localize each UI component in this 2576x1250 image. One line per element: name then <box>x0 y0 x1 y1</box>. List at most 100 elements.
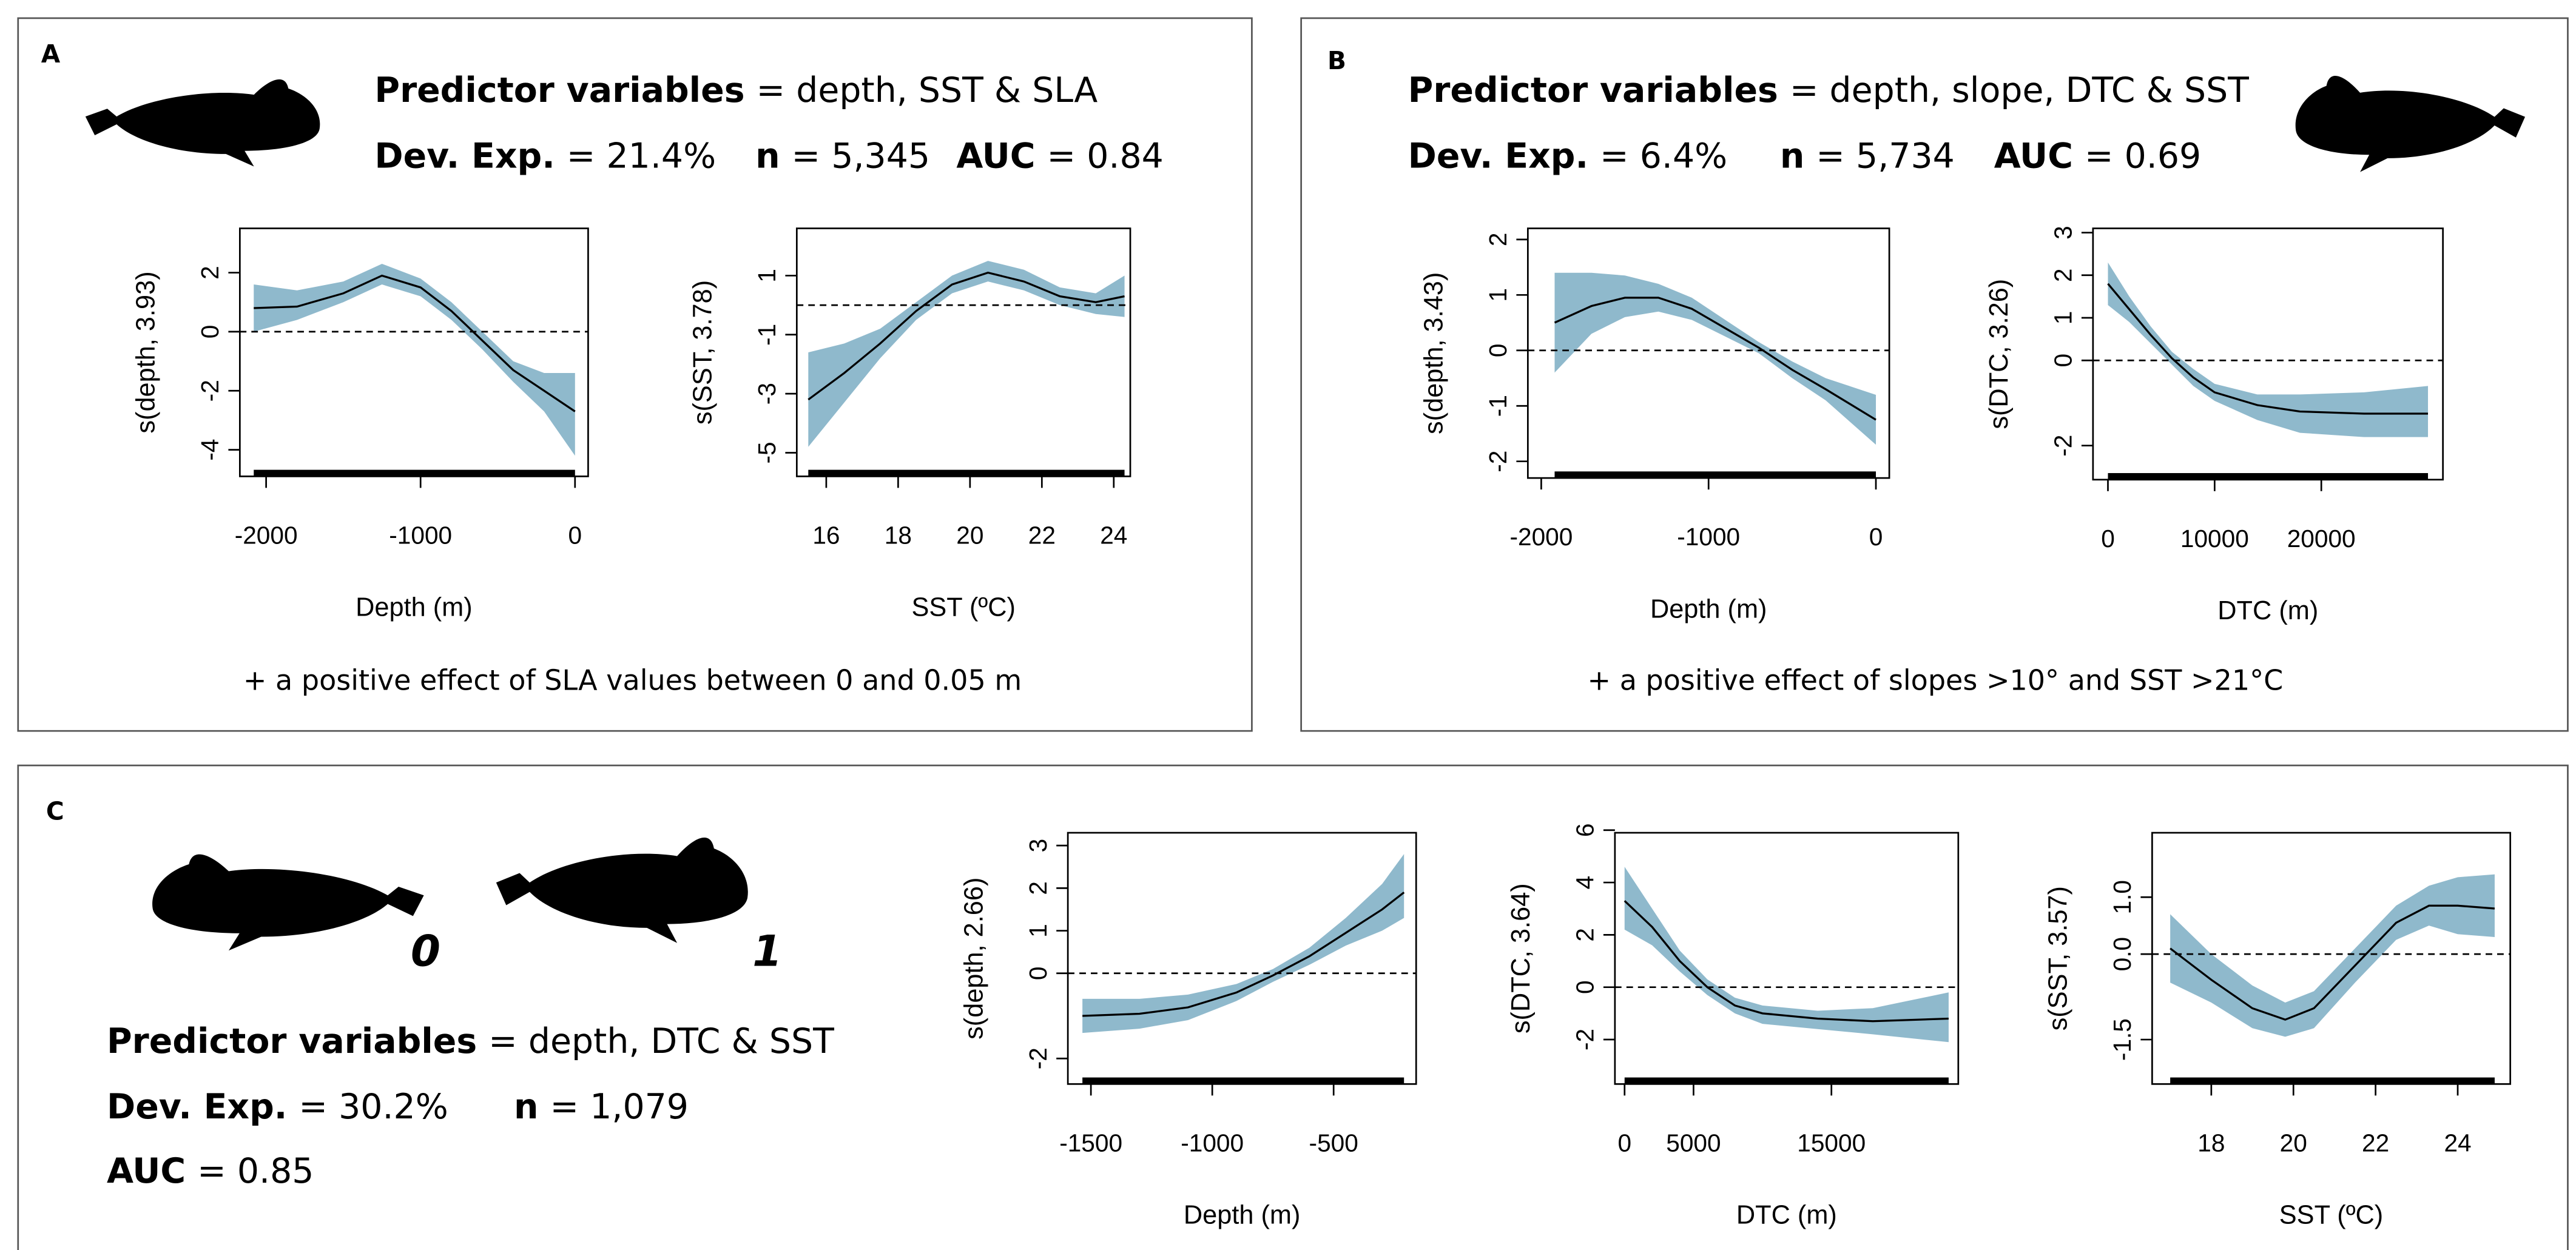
stats: Dev. Exp. = 6.4% n = 5,734 AUC = 0.69 <box>1408 136 2202 176</box>
y-axis-label: s(SST, 3.57) <box>2044 886 2073 1030</box>
confidence-band <box>2108 262 2429 437</box>
stats: Dev. Exp. = 21.4% n = 5,345 AUC = 0.84 <box>374 136 1163 176</box>
x-tick-label: 10000 <box>2180 525 2249 553</box>
n-value: = 5,345 <box>792 136 930 176</box>
auc-label: AUC <box>956 136 1035 176</box>
x-axis-label: Depth (m) <box>1184 1201 1301 1230</box>
auc-value: = 0.84 <box>1047 136 1163 176</box>
confidence-band <box>2170 874 2495 1037</box>
plot-frame <box>795 227 1131 477</box>
y-tick-label: 3 <box>2049 226 2077 240</box>
x-tick-label: -2000 <box>1509 523 1573 551</box>
fit-line <box>808 271 1125 401</box>
dev-value: = 6.4% <box>1600 136 1727 176</box>
y-tick-label: 2 <box>2049 268 2077 282</box>
fit-line <box>2107 283 2429 415</box>
fit-line <box>1082 892 1405 1017</box>
stats: Dev. Exp. = 30.2% n = 1,079 <box>107 1087 689 1127</box>
y-tick-label: 0.0 <box>2108 937 2136 971</box>
y-tick-label: 6 <box>1571 823 1599 837</box>
stats: AUC = 0.85 <box>107 1151 314 1191</box>
y-axis-label: s(DTC, 3.64) <box>1506 883 1536 1033</box>
x-axis-label: Depth (m) <box>1650 594 1767 623</box>
y-axis-label: s(depth, 3.93) <box>132 271 161 433</box>
x-axis-label: Depth (m) <box>356 593 473 622</box>
plot-frame <box>2092 227 2444 481</box>
y-tick-label: 1 <box>1024 924 1052 938</box>
plot-frame <box>1067 832 1417 1085</box>
confidence-band <box>254 263 575 456</box>
rug <box>1554 471 1876 479</box>
plot-frame <box>239 227 589 477</box>
plot-frame <box>1614 832 1960 1085</box>
dev-value: = 21.4% <box>567 136 716 176</box>
panel-border <box>17 17 1253 732</box>
n-label: n <box>755 136 780 176</box>
n-label: n <box>1780 136 1804 176</box>
y-axis-label: s(DTC, 3.26) <box>1984 279 2014 429</box>
y-tick-label: -3 <box>753 383 781 405</box>
x-tick-label: 16 <box>812 521 840 549</box>
predictors-label: Predictor variables <box>107 1021 477 1061</box>
y-tick-label: -2 <box>2049 435 2077 457</box>
panel-border <box>17 764 2569 1250</box>
auc-label: AUC <box>107 1151 186 1191</box>
predictors-value: = depth, slope, DTC & SST <box>1790 70 2249 110</box>
rug <box>2170 1077 2495 1084</box>
confidence-band <box>808 261 1125 447</box>
x-axis-label: SST (ºC) <box>911 593 1015 622</box>
predictors-label: Predictor variables <box>1408 70 1778 110</box>
x-tick-label: 0 <box>1617 1129 1631 1157</box>
y-tick-label: -1.5 <box>2108 1018 2136 1061</box>
y-tick-label: -2 <box>1024 1047 1052 1069</box>
y-tick-label: 0 <box>1024 966 1052 980</box>
n-label: n <box>514 1087 538 1127</box>
dev-label: Dev. Exp. <box>374 136 555 176</box>
y-tick-label: -2 <box>196 380 224 402</box>
panel-note: + a positive effect of SLA values betwee… <box>243 664 1022 696</box>
rug <box>1624 1077 1949 1084</box>
dev-label: Dev. Exp. <box>1408 136 1588 176</box>
y-tick-label: 0 <box>1571 980 1599 994</box>
panel-label: C <box>46 796 64 825</box>
y-tick-label: 2 <box>1024 881 1052 895</box>
x-axis-label: DTC (m) <box>2217 596 2318 625</box>
x-tick-label: -2000 <box>235 521 298 549</box>
dev-label: Dev. Exp. <box>107 1087 287 1127</box>
x-tick-label: 18 <box>885 521 912 549</box>
x-tick-label: 0 <box>568 521 582 549</box>
x-tick-label: 22 <box>2362 1129 2389 1157</box>
fit-line <box>2170 904 2495 1021</box>
x-tick-label: 5000 <box>1666 1129 1721 1157</box>
predictors-label: Predictor variables <box>374 70 744 110</box>
x-tick-label: 20 <box>956 521 983 549</box>
y-tick-label: -5 <box>753 442 781 463</box>
x-tick-label: 0 <box>2101 525 2115 553</box>
y-tick-label: 4 <box>1571 876 1599 890</box>
y-tick-label: 1.0 <box>2108 880 2136 914</box>
whale-label: 1 <box>752 926 782 976</box>
rug <box>808 469 1125 477</box>
y-tick-label: -4 <box>196 439 224 461</box>
x-tick-label: -1000 <box>389 521 452 549</box>
y-axis-label: s(depth, 2.66) <box>959 878 988 1040</box>
fit-line <box>1554 297 1876 421</box>
x-tick-label: -500 <box>1309 1129 1358 1157</box>
x-tick-label: 22 <box>1028 521 1056 549</box>
predictors: Predictor variables = depth, DTC & SST <box>107 1021 834 1061</box>
x-tick-label: -1500 <box>1059 1129 1122 1157</box>
n-value: = 5,734 <box>1816 136 1955 176</box>
dev-value: = 30.2% <box>298 1087 448 1127</box>
y-tick-label: 0 <box>1484 343 1512 357</box>
x-tick-label: 20000 <box>2287 525 2356 553</box>
whale-label: 0 <box>411 926 440 976</box>
y-tick-label: 3 <box>1024 839 1052 853</box>
y-tick-label: 2 <box>1571 928 1599 942</box>
auc-label: AUC <box>1994 136 2073 176</box>
y-tick-label: 0 <box>196 325 224 339</box>
y-tick-label: -1 <box>1484 395 1512 417</box>
rug <box>254 469 575 477</box>
